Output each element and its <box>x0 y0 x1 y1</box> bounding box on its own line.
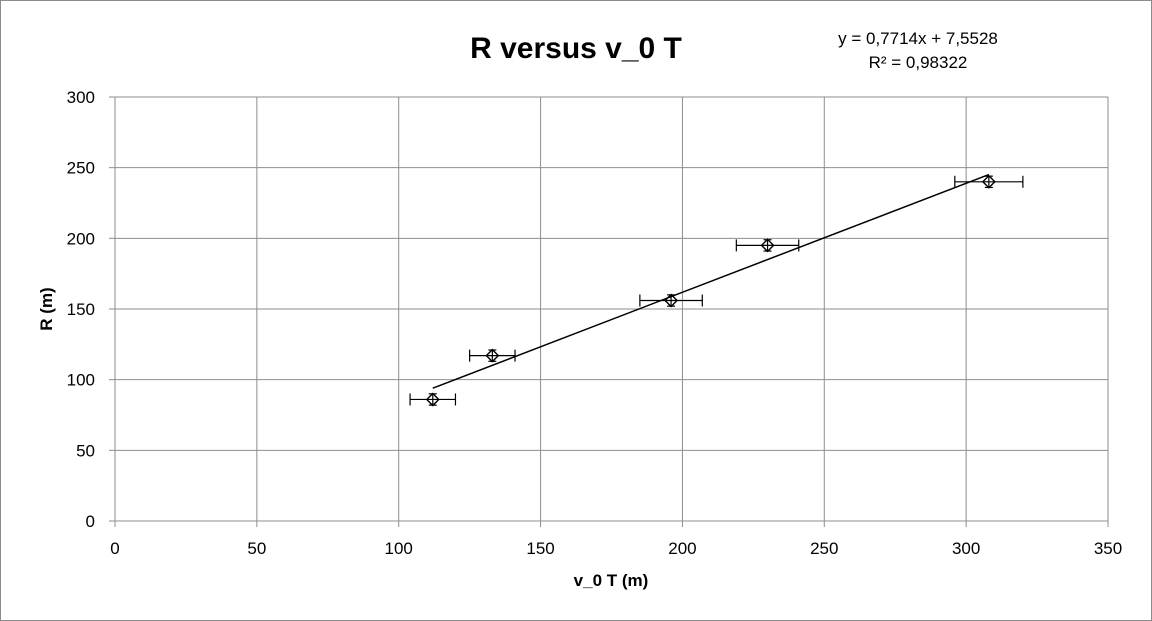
diamond-marker <box>981 174 996 189</box>
data-point <box>639 293 703 308</box>
diamond-marker <box>664 293 679 308</box>
x-tick-label: 250 <box>810 539 838 558</box>
x-tick-label: 0 <box>110 539 119 558</box>
x-tick-label: 50 <box>247 539 266 558</box>
x-tick-label: 350 <box>1094 539 1122 558</box>
diamond-marker <box>760 238 775 253</box>
y-tick-label: 250 <box>67 159 95 178</box>
y-tick-label: 50 <box>76 441 95 460</box>
diamond-marker <box>485 348 500 363</box>
chart-title: R versus v_0 T <box>470 32 682 65</box>
trendline-layer <box>432 173 990 389</box>
y-tick-label: 100 <box>67 371 95 390</box>
trendline <box>432 173 990 389</box>
x-tick-label: 150 <box>526 539 554 558</box>
data-point <box>735 238 800 253</box>
data-point <box>954 174 1024 189</box>
y-tick-label: 300 <box>67 88 95 107</box>
data-points <box>409 174 1024 407</box>
data-point <box>469 348 516 363</box>
x-tick-label: 200 <box>668 539 696 558</box>
axes <box>109 96 1109 527</box>
trendline-equation: y = 0,7714x + 7,5528 <box>838 29 998 48</box>
data-point <box>409 392 457 407</box>
y-axis-label: R (m) <box>37 287 56 330</box>
gridlines <box>115 96 1109 521</box>
diamond-marker <box>425 392 440 407</box>
x-tick-label: 100 <box>385 539 413 558</box>
y-tick-label: 150 <box>67 300 95 319</box>
y-tick-label: 0 <box>86 512 95 531</box>
tick-labels: 0 50 100 150 200 250 300 350 0 50 100 150 200 250 300 <box>67 88 1123 558</box>
y-tick-label: 200 <box>67 229 95 248</box>
x-tick-label: 300 <box>952 539 980 558</box>
trendline-r-squared: R² = 0,98322 <box>869 53 968 72</box>
x-axis-label: v_0 T (m) <box>574 571 649 590</box>
